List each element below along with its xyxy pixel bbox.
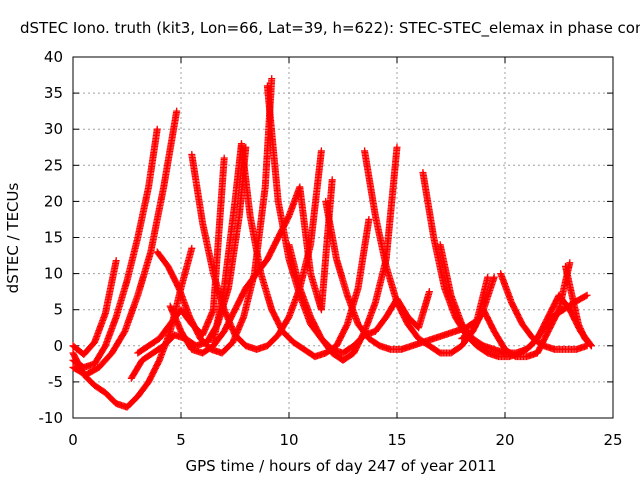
- y-tick-label: 35: [44, 84, 63, 102]
- x-tick-label: 25: [603, 431, 622, 449]
- data-point: [566, 259, 574, 267]
- x-tick-label: 15: [387, 431, 406, 449]
- data-series: [209, 140, 373, 361]
- data-point: [268, 75, 276, 83]
- data-point: [393, 143, 401, 151]
- data-point: [317, 147, 325, 155]
- data-series: [497, 270, 591, 353]
- x-tick-label: 20: [495, 431, 514, 449]
- data-series: [361, 147, 498, 357]
- data-point: [365, 215, 373, 223]
- y-tick-label: 20: [44, 192, 63, 210]
- y-tick-label: 25: [44, 156, 63, 174]
- chart-title: dSTEC Iono. truth (kit3, Lon=66, Lat=39,…: [20, 19, 640, 38]
- data-series: [69, 125, 161, 371]
- data-point: [586, 341, 594, 349]
- data-point: [484, 273, 492, 281]
- data-series: [69, 107, 181, 379]
- x-tick-label: 5: [176, 431, 186, 449]
- data-series: [561, 262, 595, 350]
- x-axis-label: GPS time / hours of day 247 of year 2011: [186, 457, 497, 475]
- data-series: [69, 257, 120, 358]
- y-tick-label: 30: [44, 120, 63, 138]
- data-point: [112, 257, 120, 265]
- x-tick-label: 0: [68, 431, 78, 449]
- y-tick-label: 0: [53, 337, 63, 355]
- data-point: [582, 292, 590, 300]
- data-point: [328, 176, 336, 184]
- y-axis-label: dSTEC / TECUs: [4, 182, 22, 293]
- data-point: [587, 342, 595, 350]
- data-point: [220, 154, 228, 162]
- data-point: [188, 244, 196, 252]
- data-point: [583, 291, 591, 299]
- data-point: [153, 125, 161, 133]
- data-points: [69, 75, 595, 411]
- y-tick-label: 15: [44, 229, 63, 247]
- y-tick-label: -10: [39, 409, 64, 427]
- x-tick-label: 10: [279, 431, 298, 449]
- data-series: [134, 154, 228, 357]
- tick-labels: 0 5 10 15 20 25 -10 -5 0 5 10 15 20 25 30 35 40: [39, 48, 623, 449]
- y-tick-label: 10: [44, 265, 63, 283]
- data-point: [173, 107, 181, 115]
- data-point: [490, 273, 498, 281]
- y-tick-label: -5: [48, 373, 63, 391]
- data-point: [425, 288, 433, 296]
- y-tick-label: 40: [44, 48, 63, 66]
- data-series: [153, 75, 276, 357]
- data-series: [322, 197, 492, 353]
- y-tick-label: 5: [53, 301, 63, 319]
